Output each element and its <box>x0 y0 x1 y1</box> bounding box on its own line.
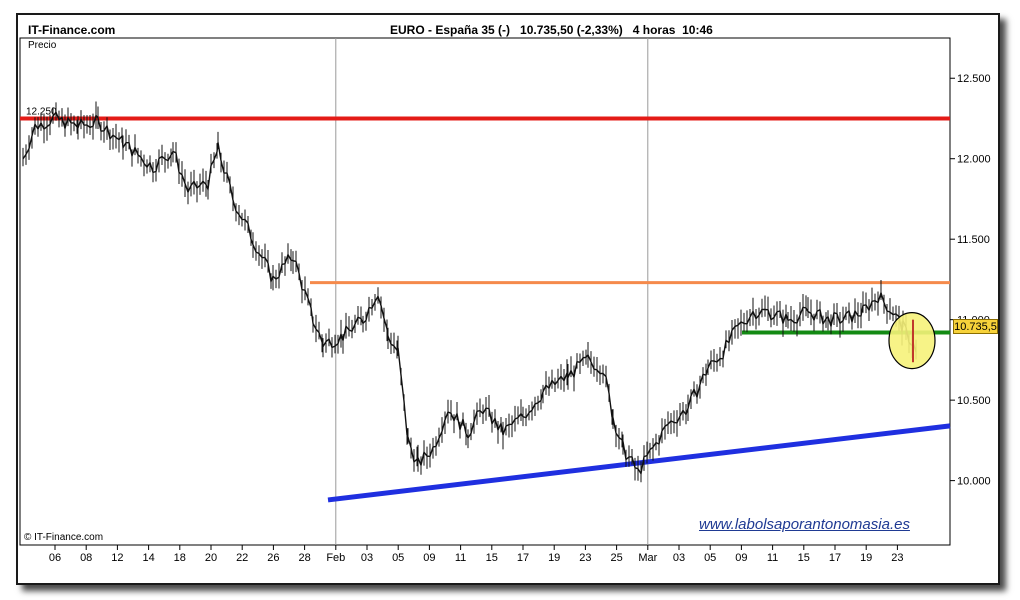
x-tick-label: 09 <box>423 552 435 564</box>
watermark-link[interactable]: www.labolsaporantonomasia.es <box>699 516 910 533</box>
x-tick-label: Mar <box>638 552 657 564</box>
x-tick-label: 15 <box>486 552 498 564</box>
x-tick-label: 20 <box>205 552 217 564</box>
blue-trendline <box>327 423 951 503</box>
copyright-text: © IT-Finance.com <box>24 532 104 543</box>
x-tick-label: 26 <box>267 552 279 564</box>
x-tick-label: 05 <box>392 552 404 564</box>
x-tick-label: 03 <box>361 552 373 564</box>
x-tick-label: 03 <box>673 552 685 564</box>
y-tick-label: 10.500 <box>957 395 991 407</box>
x-tick-label: 28 <box>298 552 310 564</box>
y-tick-label: 11.500 <box>957 234 990 246</box>
site-title: IT-Finance.com <box>28 23 116 37</box>
x-tick-label: 09 <box>735 552 747 564</box>
price-line <box>22 111 917 476</box>
x-tick-label: 19 <box>860 552 872 564</box>
x-tick-label: 17 <box>517 552 529 564</box>
x-tick-label: 19 <box>548 552 560 564</box>
x-tick-label: 17 <box>829 552 841 564</box>
y-tick-label: 12.500 <box>957 73 991 85</box>
price-axis-label: Precio <box>28 40 57 51</box>
last-price-badge: 10.735,5 <box>953 319 998 334</box>
x-tick-label: 11 <box>455 552 466 564</box>
chart-header: IT-Finance.com EURO - España 35 (-) 10.7… <box>20 22 950 38</box>
x-tick-label: 12 <box>111 552 123 564</box>
x-tick-label: 11 <box>767 552 778 564</box>
x-tick-label: 05 <box>704 552 716 564</box>
chart-title: EURO - España 35 (-) 10.735,50 (-2,33%) … <box>390 23 713 37</box>
x-tick-label: 18 <box>174 552 186 564</box>
x-tick-label: Feb <box>326 552 345 564</box>
x-tick-label: 06 <box>49 552 61 564</box>
x-tick-label: 08 <box>80 552 92 564</box>
y-tick-label: 10.000 <box>957 476 991 488</box>
level-label: 12.250 <box>26 106 57 117</box>
x-tick-label: 25 <box>610 552 622 564</box>
x-tick-label: 23 <box>891 552 903 564</box>
x-tick-label: 15 <box>798 552 810 564</box>
y-tick-label: 12.000 <box>957 154 991 166</box>
x-tick-label: 23 <box>579 552 591 564</box>
x-tick-label: 14 <box>142 552 154 564</box>
x-tick-label: 22 <box>236 552 248 564</box>
plot-area <box>19 37 951 546</box>
